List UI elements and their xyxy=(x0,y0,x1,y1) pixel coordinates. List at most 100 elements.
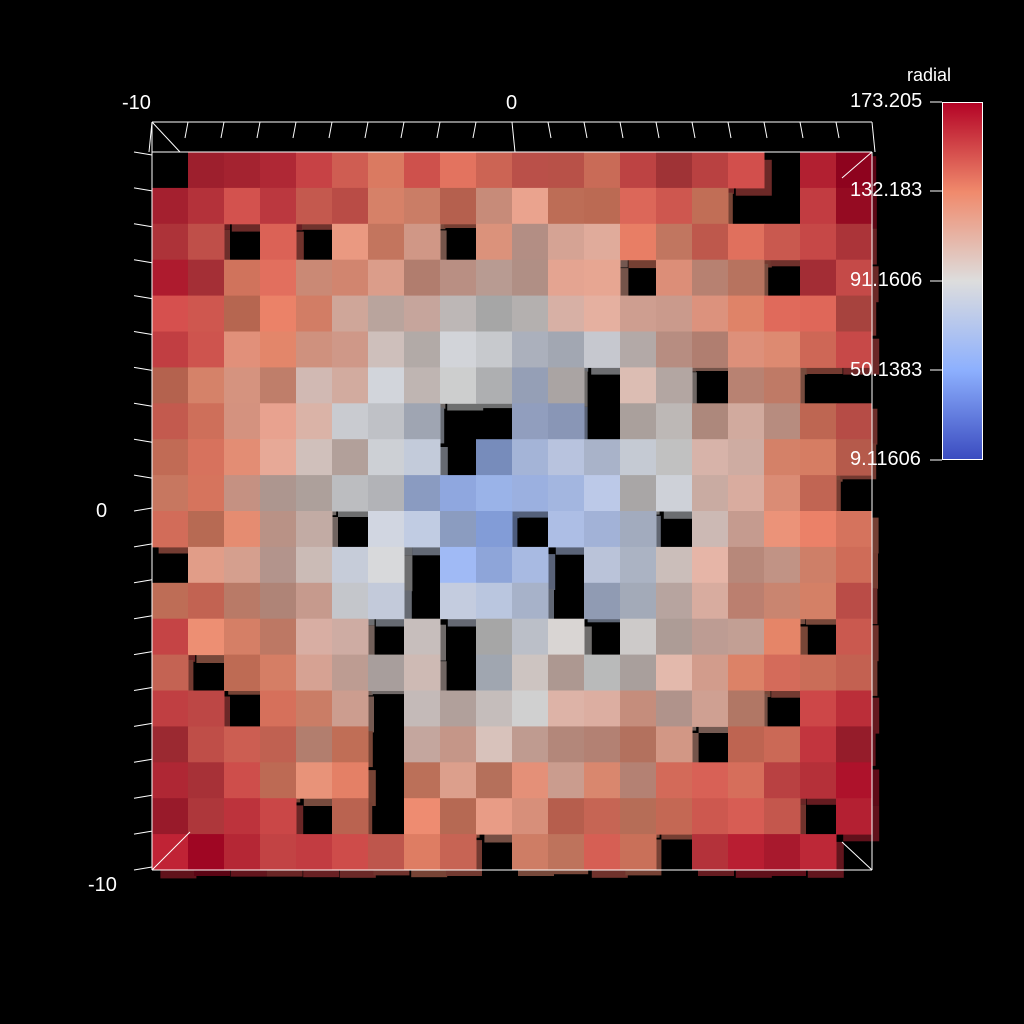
voxel xyxy=(620,439,657,476)
voxel xyxy=(620,798,657,835)
voxel xyxy=(800,187,837,225)
voxel xyxy=(584,546,621,584)
voxel xyxy=(296,367,333,404)
voxel xyxy=(584,654,621,691)
x-tick xyxy=(328,121,333,139)
voxel xyxy=(584,152,621,189)
voxel xyxy=(224,187,261,225)
voxel xyxy=(656,439,693,476)
voxel xyxy=(476,511,513,548)
voxel xyxy=(764,223,801,261)
voxel xyxy=(188,331,225,368)
voxel xyxy=(836,152,873,189)
voxel xyxy=(476,475,513,512)
voxel xyxy=(404,762,441,799)
voxel xyxy=(800,259,837,297)
voxel xyxy=(548,367,585,404)
voxel xyxy=(728,295,765,332)
voxel xyxy=(548,331,585,368)
voxel xyxy=(620,618,657,656)
voxel xyxy=(692,259,729,297)
voxel xyxy=(296,618,333,656)
voxel xyxy=(440,834,477,871)
voxel xyxy=(548,475,585,512)
voxel xyxy=(296,295,333,332)
voxel xyxy=(296,187,333,225)
colorbar-label-4: 50.1383 xyxy=(850,359,923,381)
voxel xyxy=(368,511,405,548)
voxel xyxy=(152,582,189,620)
voxel xyxy=(800,654,837,691)
voxel xyxy=(692,834,729,871)
voxel xyxy=(332,834,369,871)
voxel xyxy=(188,690,225,727)
voxel xyxy=(224,798,261,835)
voxel xyxy=(728,582,765,620)
voxel xyxy=(548,259,585,297)
voxel xyxy=(224,582,261,620)
voxel xyxy=(764,546,801,584)
voxel xyxy=(224,762,261,799)
voxel xyxy=(368,223,405,261)
voxel xyxy=(764,295,801,332)
voxel xyxy=(332,726,369,763)
voxel xyxy=(404,439,441,476)
voxel xyxy=(260,403,297,440)
voxel xyxy=(476,582,513,620)
voxel xyxy=(260,511,297,548)
voxel xyxy=(368,654,405,691)
voxel xyxy=(368,367,405,404)
y-tick xyxy=(133,722,153,727)
corner-bl xyxy=(151,831,191,871)
voxel xyxy=(548,187,585,225)
voxel xyxy=(332,152,369,189)
voxel xyxy=(440,259,477,297)
voxel xyxy=(548,834,585,871)
voxel xyxy=(800,403,837,440)
voxel xyxy=(836,618,873,656)
voxel xyxy=(764,403,801,440)
y-tick xyxy=(133,579,153,584)
x-tick xyxy=(436,121,441,139)
voxel xyxy=(764,367,801,404)
voxel xyxy=(152,331,189,368)
voxel xyxy=(260,223,297,261)
voxel xyxy=(836,798,873,835)
voxel xyxy=(692,475,729,512)
voxel xyxy=(476,223,513,261)
voxel xyxy=(764,834,801,871)
voxel xyxy=(152,259,189,297)
voxel xyxy=(152,762,189,799)
x-tick xyxy=(763,121,768,139)
voxel xyxy=(728,152,765,189)
voxel xyxy=(404,223,441,261)
voxel xyxy=(728,403,765,440)
x-tick xyxy=(655,121,660,139)
voxel xyxy=(440,762,477,799)
voxel xyxy=(332,762,369,799)
voxel xyxy=(476,546,513,584)
voxel xyxy=(188,403,225,440)
voxel xyxy=(656,152,693,189)
voxel xyxy=(224,331,261,368)
y-tick-label-min: -10 xyxy=(88,874,117,896)
voxel xyxy=(332,690,369,727)
voxel xyxy=(764,618,801,656)
voxel xyxy=(836,582,873,620)
voxel xyxy=(584,834,621,871)
voxel xyxy=(152,295,189,332)
voxel xyxy=(152,690,189,727)
voxel xyxy=(296,834,333,871)
voxel xyxy=(332,618,369,656)
voxel xyxy=(584,295,621,332)
colorbar-label-1: 173.205 xyxy=(850,90,923,112)
voxel xyxy=(224,439,261,476)
voxel xyxy=(260,152,297,189)
voxel xyxy=(656,331,693,368)
voxel xyxy=(836,511,873,548)
voxel xyxy=(584,259,621,297)
x-tick xyxy=(148,121,153,153)
y-tick xyxy=(133,474,153,479)
voxel xyxy=(404,726,441,763)
